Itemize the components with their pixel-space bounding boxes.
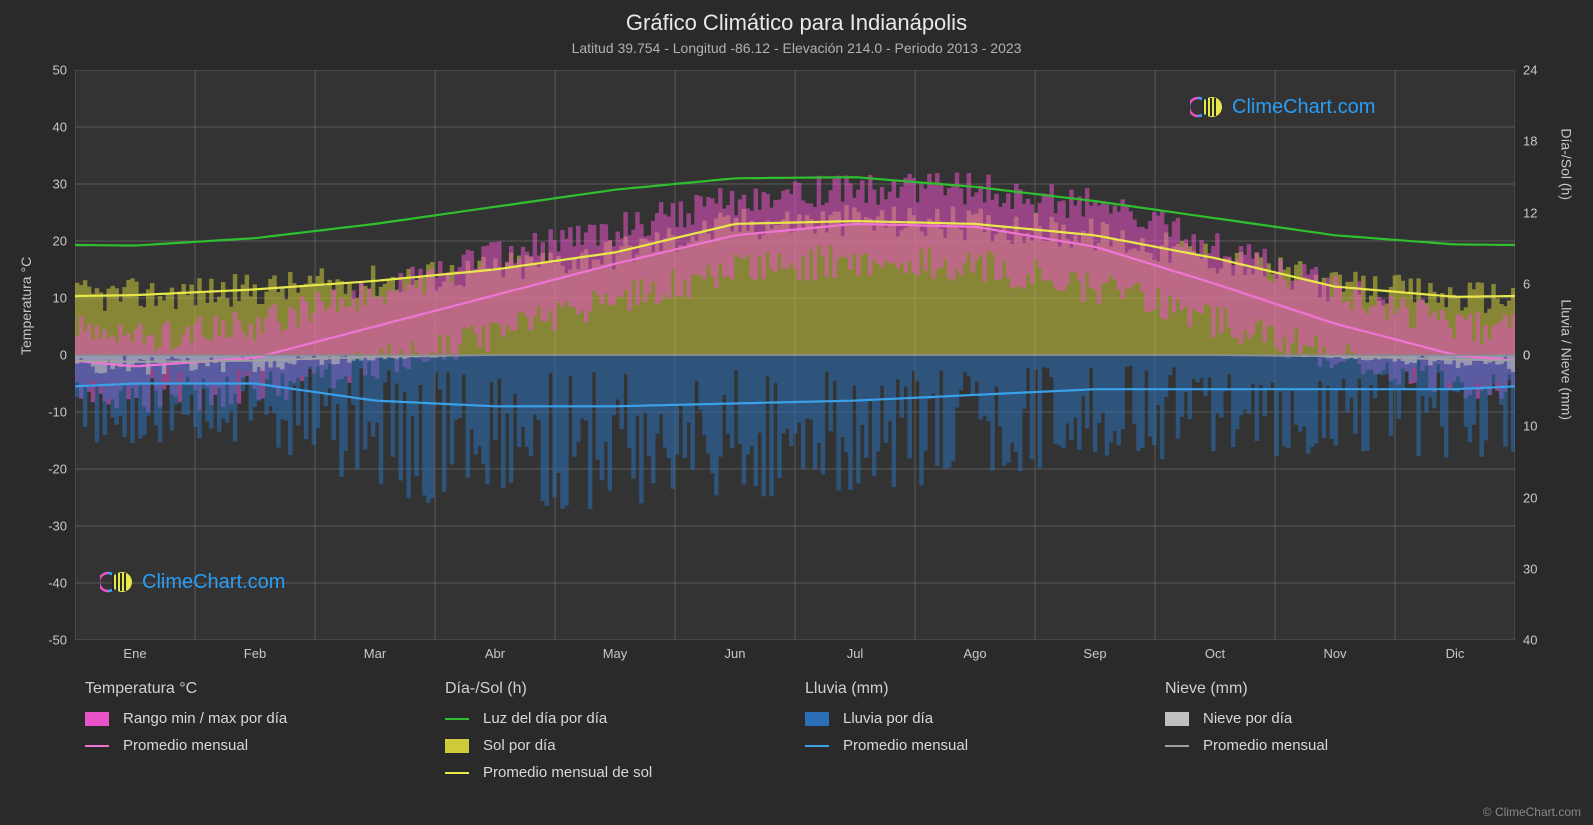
tick-label: 6 — [1523, 276, 1530, 291]
legend-line-swatch — [805, 745, 829, 747]
legend-label: Rango min / max por día — [123, 710, 287, 727]
legend-line-swatch — [445, 772, 469, 774]
tick-label: 20 — [53, 234, 67, 249]
watermark-text: ClimeChart.com — [1232, 96, 1375, 119]
legend-group: Nieve (mm) Nieve por día Promedio mensual — [1165, 680, 1525, 791]
tick-label: Dic — [1446, 646, 1465, 661]
y-left-axis-label: Temperatura °C — [18, 257, 34, 355]
legend-heading: Nieve (mm) — [1165, 680, 1525, 698]
legend-item: Promedio mensual — [805, 737, 1165, 754]
legend-heading: Temperatura °C — [85, 680, 445, 698]
legend-item: Sol por día — [445, 737, 805, 754]
tick-label: 10 — [53, 291, 67, 306]
watermark-text: ClimeChart.com — [142, 571, 285, 594]
climechart-logo-icon — [1190, 95, 1224, 119]
legend-item: Promedio mensual — [85, 737, 445, 754]
legend-fill-swatch — [445, 739, 469, 753]
legend-line-swatch — [85, 745, 109, 747]
legend-heading: Día-/Sol (h) — [445, 680, 805, 698]
tick-label: -40 — [48, 576, 67, 591]
legend-label: Sol por día — [483, 737, 556, 754]
plot-area — [75, 70, 1515, 640]
chart-svg — [75, 70, 1515, 640]
legend-heading: Lluvia (mm) — [805, 680, 1165, 698]
tick-label: 0 — [60, 348, 67, 363]
legend-label: Promedio mensual — [843, 737, 968, 754]
legend-item: Lluvia por día — [805, 710, 1165, 727]
legend-label: Luz del día por día — [483, 710, 607, 727]
tick-label: 18 — [1523, 134, 1537, 149]
legend-group: Día-/Sol (h) Luz del día por día Sol por d… — [445, 680, 805, 791]
tick-label: 0 — [1523, 348, 1530, 363]
tick-label: Feb — [244, 646, 266, 661]
tick-label: Nov — [1323, 646, 1346, 661]
legend-line-swatch — [1165, 745, 1189, 747]
tick-label: Abr — [485, 646, 505, 661]
chart-container: Gráfico Climático para Indianápolis Lati… — [0, 0, 1593, 825]
tick-label: Jun — [725, 646, 746, 661]
tick-label: May — [603, 646, 628, 661]
tick-label: Sep — [1083, 646, 1106, 661]
tick-label: 20 — [1523, 490, 1537, 505]
tick-label: 30 — [1523, 561, 1537, 576]
watermark-top: ClimeChart.com — [1190, 95, 1375, 119]
legend-group: Lluvia (mm) Lluvia por día Promedio mensua… — [805, 680, 1165, 791]
tick-label: Ene — [123, 646, 146, 661]
legend-line-swatch — [445, 718, 469, 720]
tick-label: 24 — [1523, 63, 1537, 78]
legend-item: Promedio mensual de sol — [445, 764, 805, 781]
y-right-bottom-axis-label: Lluvia / Nieve (mm) — [1559, 299, 1575, 420]
tick-label: 40 — [1523, 633, 1537, 648]
tick-label: Jul — [847, 646, 864, 661]
tick-label: Mar — [364, 646, 386, 661]
tick-label: -30 — [48, 519, 67, 534]
legend-fill-swatch — [1165, 712, 1189, 726]
legend-item: Promedio mensual — [1165, 737, 1525, 754]
tick-label: Ago — [963, 646, 986, 661]
legend-label: Lluvia por día — [843, 710, 933, 727]
tick-label: -10 — [48, 405, 67, 420]
watermark-bottom: ClimeChart.com — [100, 570, 285, 594]
legend-fill-swatch — [85, 712, 109, 726]
legend-fill-swatch — [805, 712, 829, 726]
tick-label: -50 — [48, 633, 67, 648]
legend-label: Promedio mensual — [1203, 737, 1328, 754]
tick-label: 12 — [1523, 205, 1537, 220]
legend-item: Nieve por día — [1165, 710, 1525, 727]
tick-label: 50 — [53, 63, 67, 78]
tick-label: -20 — [48, 462, 67, 477]
legend-group: Temperatura °C Rango min / max por día Pro… — [85, 680, 445, 791]
y-right-top-axis-label: Día-/Sol (h) — [1559, 128, 1575, 200]
legend-label: Nieve por día — [1203, 710, 1292, 727]
legend-item: Rango min / max por día — [85, 710, 445, 727]
tick-label: 30 — [53, 177, 67, 192]
chart-subtitle: Latitud 39.754 - Longitud -86.12 - Eleva… — [0, 36, 1593, 56]
climechart-logo-icon — [100, 570, 134, 594]
copyright-text: © ClimeChart.com — [1483, 805, 1581, 819]
tick-label: 40 — [53, 120, 67, 135]
tick-label: Oct — [1205, 646, 1225, 661]
legend-label: Promedio mensual — [123, 737, 248, 754]
tick-label: 10 — [1523, 419, 1537, 434]
legend: Temperatura °C Rango min / max por día Pro… — [85, 680, 1525, 791]
legend-item: Luz del día por día — [445, 710, 805, 727]
legend-label: Promedio mensual de sol — [483, 764, 652, 781]
chart-title: Gráfico Climático para Indianápolis — [0, 0, 1593, 36]
